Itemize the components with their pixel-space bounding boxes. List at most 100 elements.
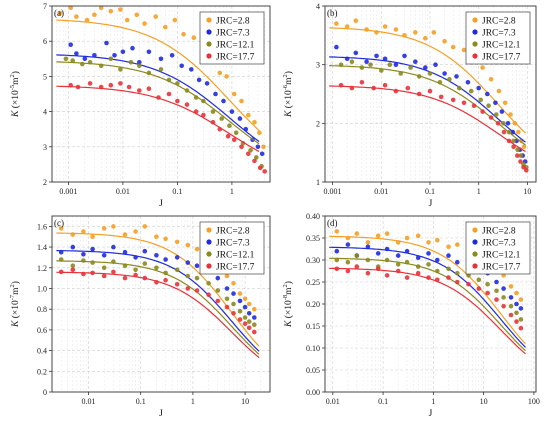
y-label-close: ) bbox=[283, 71, 294, 74]
data-point bbox=[359, 80, 365, 85]
data-point bbox=[353, 18, 359, 24]
data-point bbox=[485, 290, 490, 296]
data-point bbox=[196, 77, 202, 83]
data-point bbox=[345, 259, 351, 265]
data-point bbox=[75, 84, 81, 90]
data-point bbox=[90, 260, 95, 265]
y-label-symbol: K bbox=[284, 110, 294, 118]
data-point bbox=[442, 71, 447, 76]
x-tick-label: 0.01 bbox=[116, 187, 130, 196]
data-point bbox=[81, 252, 86, 257]
data-point bbox=[112, 53, 117, 58]
data-point bbox=[338, 82, 344, 88]
data-point bbox=[194, 246, 200, 252]
data-point bbox=[518, 306, 524, 311]
data-point bbox=[120, 49, 126, 55]
y-tick-label: 7 bbox=[43, 2, 47, 11]
data-point bbox=[87, 81, 93, 86]
data-point bbox=[446, 275, 451, 280]
y-label-close: ) bbox=[283, 281, 294, 284]
legend-label: JRC=17.7 bbox=[482, 262, 521, 272]
data-point bbox=[142, 261, 148, 266]
data-point bbox=[393, 62, 399, 67]
data-point bbox=[471, 103, 477, 108]
data-point bbox=[237, 116, 243, 121]
data-point bbox=[488, 77, 494, 82]
data-point bbox=[382, 82, 388, 88]
data-point bbox=[82, 56, 88, 62]
data-point bbox=[349, 59, 355, 64]
data-point bbox=[224, 74, 229, 79]
y-tick-label: 4 bbox=[316, 2, 320, 11]
data-point bbox=[371, 85, 377, 91]
data-point bbox=[231, 91, 237, 97]
data-point bbox=[338, 62, 344, 67]
y-tick-label: 1.6 bbox=[37, 222, 47, 231]
y-label-text: (×10 bbox=[283, 90, 294, 111]
data-point bbox=[252, 158, 257, 164]
data-point bbox=[246, 319, 252, 324]
chart-panel-4: 0.01 0.1 1 10 100 0.00 0.05 0.10 0.15 0.20 0.25 0.3… bbox=[282, 212, 540, 419]
data-point bbox=[334, 266, 340, 272]
y-label-exponent: -7 bbox=[9, 294, 16, 300]
data-point bbox=[210, 109, 216, 114]
data-point bbox=[224, 286, 230, 291]
data-point bbox=[384, 246, 390, 252]
data-point bbox=[365, 244, 371, 250]
y-label-unit-exponent: 2 bbox=[282, 284, 289, 287]
data-point bbox=[494, 288, 499, 294]
data-point bbox=[68, 5, 73, 11]
data-point bbox=[58, 249, 64, 255]
data-point bbox=[194, 288, 200, 293]
legend-label: JRC=12.1 bbox=[482, 40, 521, 50]
data-point bbox=[446, 266, 451, 272]
data-point bbox=[496, 88, 502, 94]
data-point bbox=[334, 257, 340, 263]
data-point bbox=[480, 65, 485, 70]
data-point bbox=[108, 9, 114, 14]
data-point bbox=[359, 65, 365, 70]
data-point bbox=[365, 270, 371, 276]
axes-frame bbox=[324, 215, 537, 393]
data-point bbox=[191, 35, 197, 40]
data-point bbox=[242, 321, 248, 327]
data-point bbox=[365, 257, 371, 263]
data-point bbox=[154, 280, 159, 285]
data-point bbox=[404, 248, 410, 254]
data-point bbox=[518, 159, 523, 164]
data-point bbox=[368, 62, 373, 67]
y-tick-label: 0.15 bbox=[306, 322, 320, 331]
data-point bbox=[415, 270, 421, 276]
data-point bbox=[252, 306, 257, 312]
data-point bbox=[80, 61, 85, 67]
y-axis-label: K (×10-6m2) bbox=[282, 71, 294, 118]
x-tick-label: 0.1 bbox=[425, 187, 435, 196]
x-tick-label: 100 bbox=[528, 397, 540, 406]
data-point bbox=[374, 53, 379, 59]
data-point bbox=[495, 121, 501, 126]
data-point bbox=[101, 226, 107, 231]
y-tick-label: 0.4 bbox=[37, 347, 47, 356]
data-point bbox=[237, 317, 243, 322]
x-tick-label: 1 bbox=[477, 187, 481, 196]
y-tick-label: 2 bbox=[316, 119, 320, 128]
data-point bbox=[156, 95, 161, 100]
data-point bbox=[524, 168, 529, 173]
data-point bbox=[189, 67, 194, 72]
data-point bbox=[450, 97, 456, 103]
x-tick-label: 0.01 bbox=[326, 397, 340, 406]
data-point bbox=[494, 279, 499, 285]
legend: JRC=2.8 JRC=7.3 JRC=12.1 JRC=17.7 bbox=[465, 11, 531, 65]
y-tick-label: 0.05 bbox=[306, 366, 320, 375]
data-point bbox=[163, 236, 168, 242]
panel-label: (b) bbox=[327, 8, 338, 18]
y-label-unit-exponent: 2 bbox=[9, 284, 16, 287]
data-point bbox=[213, 91, 218, 97]
data-point bbox=[384, 257, 390, 263]
data-point bbox=[334, 44, 339, 50]
data-point bbox=[511, 138, 516, 144]
legend-marker bbox=[472, 53, 478, 59]
data-point bbox=[257, 130, 262, 135]
data-point bbox=[486, 103, 491, 108]
